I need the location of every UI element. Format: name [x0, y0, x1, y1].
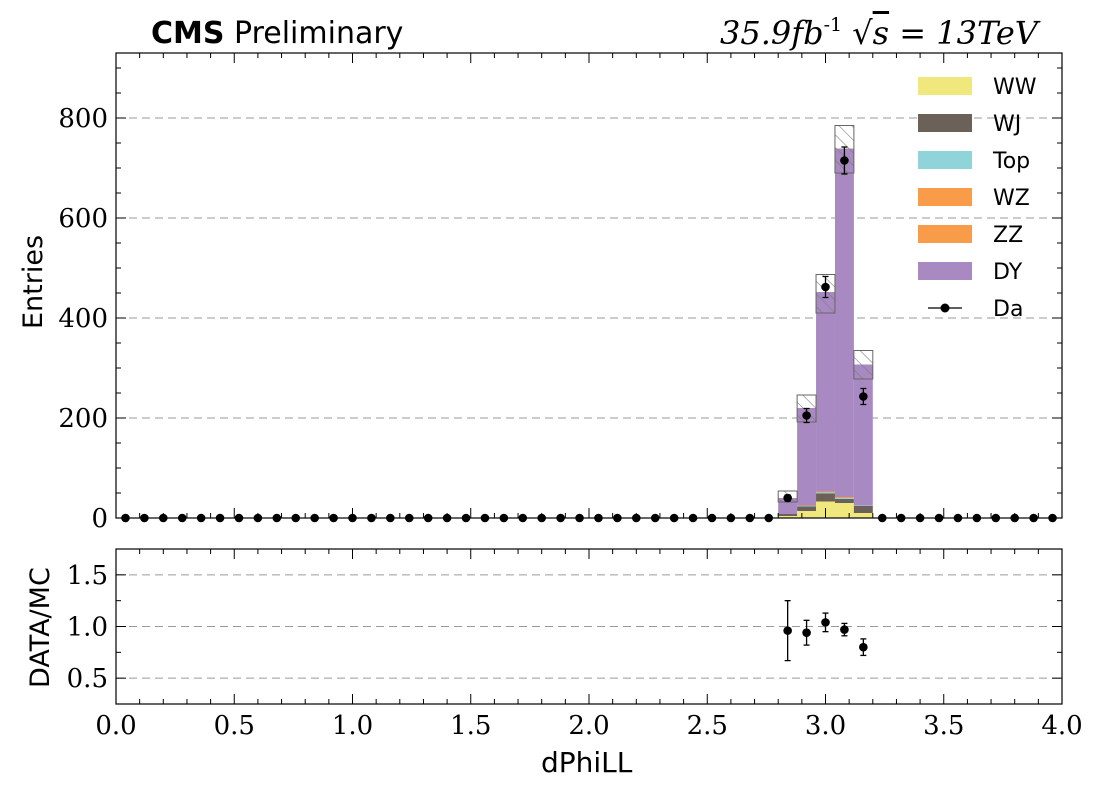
stack-bar-dy: [797, 408, 817, 506]
ratio-point: [840, 625, 849, 634]
ratio-point: [821, 618, 830, 627]
xtick-label: 2.0: [568, 711, 609, 741]
stack-bar-ww: [797, 511, 817, 518]
ratio-grid: [116, 574, 1062, 679]
xlabel: dPhiLL: [541, 746, 633, 779]
ratio-point: [859, 642, 868, 652]
ratio-ytick-label: 1.0: [67, 613, 108, 643]
sqrt-symbol: √: [852, 14, 873, 52]
data-point: [802, 411, 811, 420]
stack-bar-wz: [797, 505, 817, 506]
experiment-label: CMS Preliminary: [151, 16, 403, 51]
stack-bar-top: [853, 505, 873, 506]
stack-bar-wj: [778, 514, 798, 516]
xtick-label: 3.5: [923, 711, 964, 741]
mc-uncertainty-box: [853, 350, 874, 380]
data-point: [821, 282, 830, 292]
legend-swatch-top: [918, 151, 972, 169]
ratio-ytick-label: 1.5: [67, 561, 108, 591]
energy-value: 13: [936, 14, 977, 52]
legend-swatch-ww: [918, 77, 972, 95]
xtick-label: 0.5: [214, 711, 255, 741]
stack-bar-wz: [816, 492, 835, 493]
legend-swatch-wz: [918, 188, 972, 206]
ratio-point: [783, 626, 792, 635]
status-label: Preliminary: [234, 16, 404, 51]
stack-bar-zz: [816, 491, 835, 492]
xtick-label: 1.0: [332, 711, 373, 741]
ratio-axes: 0.5 1.0 1.5 0.0 0.5 1.0 1.5 2.0 2.5 3.0 3.5 4.0: [67, 548, 1083, 741]
main-ytick-label: 800: [58, 104, 108, 134]
lumi-label: 35.9fb-1 √s = 13TeV: [720, 14, 1038, 52]
main-ytick-label: 600: [58, 204, 108, 234]
legend-swatch-dy: [918, 262, 972, 280]
main-ylabel: Entries: [18, 234, 49, 329]
xtick-label: 2.5: [687, 711, 728, 741]
legend-swatch-wj: [918, 114, 972, 132]
stack-bar-wj: [834, 499, 854, 503]
main-stack: [778, 148, 873, 518]
xtick-label: 0.0: [95, 711, 136, 741]
ratio-ylabel: DATA/MC: [25, 567, 56, 688]
main-frame: [115, 52, 1063, 519]
stack-bar-ww: [834, 503, 854, 518]
stack-bar-dy: [853, 364, 873, 506]
ratio-frame: [115, 548, 1063, 705]
stack-bar-top: [816, 492, 835, 494]
main-ytick-label: 400: [58, 304, 108, 334]
lumi-unit: fb: [791, 14, 824, 52]
data-point: [783, 493, 792, 503]
xtick-label: 3.0: [805, 711, 846, 741]
equals-symbol: =: [899, 14, 927, 52]
lumi-value: 35.9: [720, 14, 792, 52]
main-axes: 0 200 400 600 800: [58, 52, 1063, 534]
legend-label-data: Da: [993, 297, 1023, 322]
data-point: [840, 156, 849, 165]
energy-unit: TeV: [976, 14, 1038, 52]
legend-label-wz: WZ: [993, 186, 1030, 211]
ratio-ytick-label: 0.5: [67, 664, 108, 694]
experiment-name: CMS: [151, 16, 225, 51]
main-grid: [116, 117, 1062, 419]
stack-bar-wz: [834, 497, 854, 498]
stack-bar-ww: [778, 516, 798, 518]
data-point: [859, 392, 868, 401]
lumi-exponent: -1: [823, 14, 843, 36]
stack-bar-wj: [816, 493, 835, 502]
legend-label-top: Top: [992, 149, 1030, 174]
main-ytick-label: 200: [58, 404, 108, 434]
legend: WW WJ Top WZ ZZ DY Da: [918, 75, 1037, 322]
legend-label-wj: WJ: [993, 112, 1021, 137]
stack-bar-ww: [853, 513, 873, 518]
legend-data-marker: [940, 303, 950, 313]
xtick-label: 4.0: [1041, 711, 1082, 741]
s-symbol: s: [872, 14, 890, 52]
main-ytick-label: 0: [91, 504, 108, 534]
stack-bar-top: [797, 506, 817, 507]
legend-label-dy: DY: [993, 260, 1023, 285]
legend-label-ww: WW: [993, 75, 1037, 100]
stack-bar-zz: [834, 497, 854, 498]
stack-bar-top: [834, 498, 854, 499]
stack-bar-wj: [797, 506, 817, 511]
legend-label-zz: ZZ: [993, 223, 1023, 248]
stack-bar-dy: [834, 148, 854, 497]
ratio-point: [802, 628, 811, 637]
stack-bar-dy: [816, 292, 835, 492]
legend-swatch-zz: [918, 225, 972, 243]
main-data-points: [121, 146, 1057, 523]
xtick-label: 1.5: [450, 711, 491, 741]
ratio-points: [783, 600, 868, 662]
stack-bar-wj: [853, 506, 873, 513]
